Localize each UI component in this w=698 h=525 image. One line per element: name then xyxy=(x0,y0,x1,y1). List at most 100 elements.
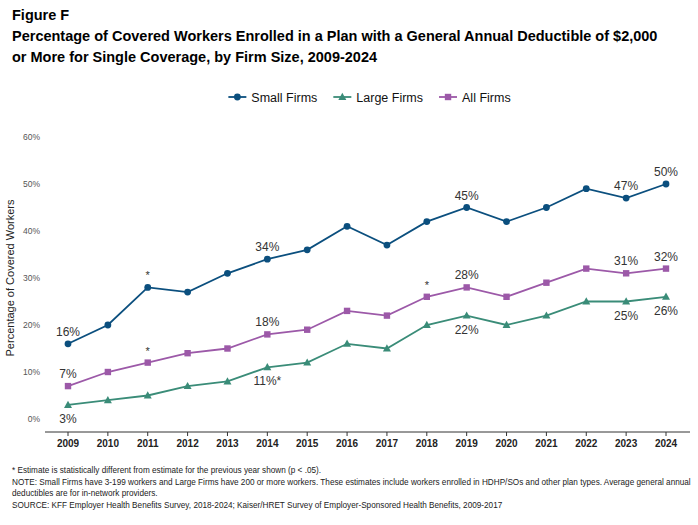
x-tick-label: 2010 xyxy=(97,438,120,449)
x-tick-label: 2013 xyxy=(216,438,239,449)
marker xyxy=(64,401,72,408)
data-label: 22% xyxy=(455,323,479,337)
marker xyxy=(424,294,430,300)
x-tick-label: 2016 xyxy=(336,438,359,449)
data-label: 11%* xyxy=(253,374,281,388)
legend-label: Large Firms xyxy=(356,91,423,105)
marker xyxy=(662,293,670,300)
legend-item: Small Firms xyxy=(228,91,317,105)
notes-box: * Estimate is statistically different fr… xyxy=(12,465,692,512)
marker xyxy=(463,284,469,290)
x-tick-label: 2018 xyxy=(416,438,439,449)
x-tick xyxy=(267,432,268,436)
legend-marker xyxy=(234,94,241,101)
marker xyxy=(622,297,630,304)
data-label: 32% xyxy=(654,250,678,264)
data-label: 18% xyxy=(255,315,279,329)
x-tick xyxy=(147,432,148,436)
note: * Estimate is statistically different fr… xyxy=(12,465,692,476)
data-label: 34% xyxy=(255,240,279,254)
marker xyxy=(304,246,311,253)
data-label: 50% xyxy=(654,165,678,179)
marker xyxy=(583,185,590,192)
y-axis-label: Percentage of Covered Workers xyxy=(4,199,16,356)
data-label: 3% xyxy=(59,412,77,426)
y-tick xyxy=(42,372,45,373)
y-tick-label: 10% xyxy=(23,367,40,377)
data-label: 28% xyxy=(455,268,479,282)
marker xyxy=(543,280,549,286)
marker xyxy=(663,265,669,271)
annotation: * xyxy=(146,269,151,281)
y-tick-label: 60% xyxy=(23,132,40,142)
figure-label: Figure F xyxy=(12,5,662,26)
data-label: 45% xyxy=(455,189,479,203)
marker xyxy=(463,311,471,318)
marker xyxy=(105,369,111,375)
marker xyxy=(384,242,391,249)
annotation: * xyxy=(425,279,430,291)
y-tick xyxy=(42,184,45,185)
marker xyxy=(503,321,511,328)
marker xyxy=(184,382,192,389)
x-tick xyxy=(347,432,348,436)
marker xyxy=(224,270,231,277)
series-line xyxy=(68,184,666,344)
marker xyxy=(144,284,151,291)
legend-item: Large Firms xyxy=(333,91,423,105)
y-tick-label: 30% xyxy=(23,273,40,283)
marker xyxy=(623,195,630,202)
marker xyxy=(463,204,470,211)
x-tick xyxy=(586,432,587,436)
y-tick xyxy=(42,137,45,138)
marker xyxy=(184,289,191,296)
y-tick xyxy=(42,231,45,232)
marker xyxy=(224,345,230,351)
data-label: 31% xyxy=(614,254,638,268)
x-tick xyxy=(68,432,69,436)
legend-marker xyxy=(445,94,451,100)
y-tick-label: 20% xyxy=(23,320,40,330)
x-tick-label: 2012 xyxy=(176,438,199,449)
marker xyxy=(582,297,590,304)
x-tick xyxy=(307,432,308,436)
y-tick xyxy=(42,325,45,326)
x-tick-label: 2021 xyxy=(535,438,558,449)
marker xyxy=(543,204,550,211)
legend-marker xyxy=(338,93,346,100)
x-tick-label: 2009 xyxy=(57,438,80,449)
plot-area xyxy=(64,181,670,408)
marker xyxy=(503,294,509,300)
marker xyxy=(144,391,152,398)
y-tick-label: 50% xyxy=(23,179,40,189)
legend-label: All Firms xyxy=(462,91,511,105)
marker xyxy=(343,340,351,347)
marker xyxy=(264,331,270,337)
marker xyxy=(623,270,629,276)
marker xyxy=(184,350,190,356)
marker xyxy=(503,218,510,225)
annotation: * xyxy=(146,345,151,357)
x-tick xyxy=(107,432,108,436)
data-label: 7% xyxy=(59,367,77,381)
y-tick-label: 40% xyxy=(23,226,40,236)
x-tick xyxy=(386,432,387,436)
x-tick-label: 2022 xyxy=(575,438,598,449)
x-tick xyxy=(626,432,627,436)
x-tick-label: 2011 xyxy=(137,438,159,449)
marker xyxy=(423,321,431,328)
data-label: 16% xyxy=(56,325,80,339)
series-line xyxy=(68,269,666,387)
x-tick xyxy=(466,432,467,436)
data-label: 47% xyxy=(614,179,638,193)
x-tick-label: 2024 xyxy=(655,438,678,449)
marker xyxy=(223,377,231,384)
y-tick xyxy=(42,419,45,420)
legend: Small Firms Large Firms All Firms xyxy=(228,91,510,105)
marker xyxy=(303,358,311,365)
marker xyxy=(104,396,112,403)
x-tick-label: 2020 xyxy=(495,438,518,449)
title: Percentage of Covered Workers Enrolled i… xyxy=(12,26,662,68)
marker xyxy=(264,256,271,263)
marker xyxy=(423,218,430,225)
